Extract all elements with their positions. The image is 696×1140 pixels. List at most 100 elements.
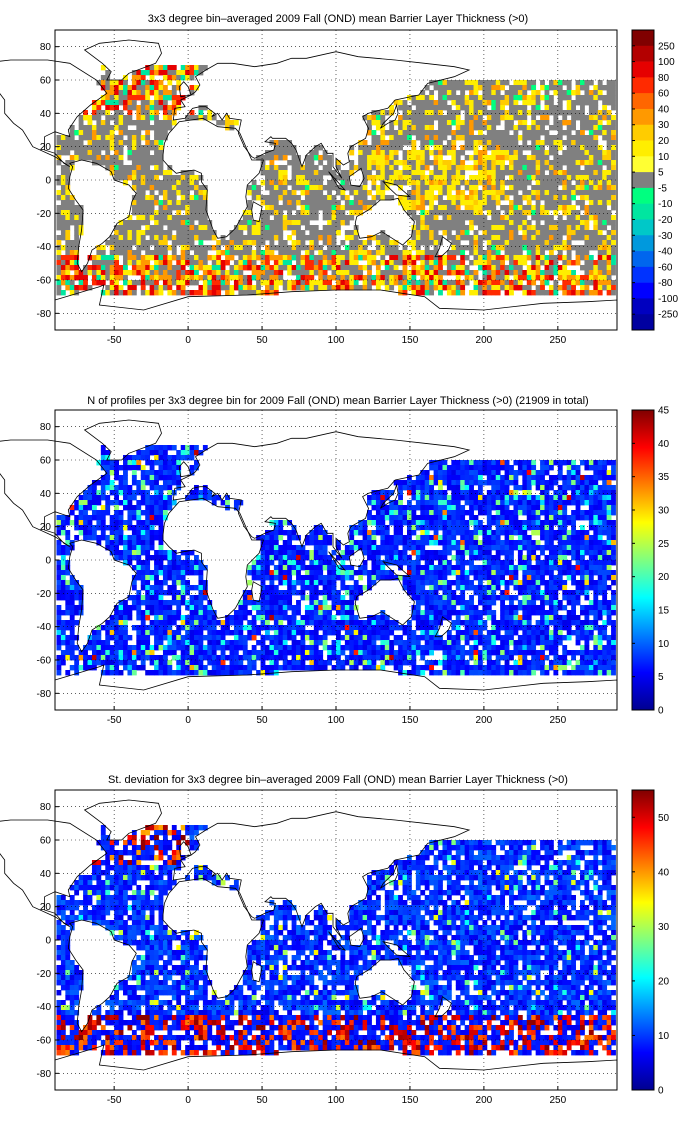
- data-cell: [105, 290, 111, 296]
- data-cell: [477, 220, 483, 226]
- data-cell: [455, 280, 461, 286]
- data-cell: [105, 485, 111, 491]
- data-cell: [154, 505, 159, 511]
- data-cell: [406, 505, 412, 511]
- data-cell: [140, 535, 146, 541]
- data-cell: [278, 210, 284, 216]
- data-cell: [433, 285, 439, 291]
- data-cell: [513, 185, 519, 191]
- data-cell: [580, 190, 585, 196]
- data-cell: [526, 165, 532, 171]
- data-cell: [584, 500, 590, 506]
- data-cell: [571, 475, 576, 481]
- data-cell: [158, 455, 164, 461]
- data-cell: [597, 240, 603, 246]
- data-cell: [540, 95, 545, 101]
- data-cell: [100, 125, 106, 131]
- data-cell: [420, 155, 426, 161]
- data-cell: [522, 270, 528, 276]
- data-cell: [304, 195, 310, 201]
- data-cell: [118, 155, 124, 161]
- data-cell: [606, 180, 612, 186]
- data-cell: [380, 260, 386, 266]
- data-cell: [482, 195, 488, 201]
- data-cell: [211, 255, 217, 261]
- data-cell: [56, 290, 62, 296]
- data-cell: [526, 80, 532, 86]
- data-cell: [429, 510, 435, 516]
- data-cell: [287, 140, 293, 146]
- data-cell: [56, 255, 62, 261]
- data-cell: [566, 500, 572, 506]
- data-cell: [531, 130, 537, 136]
- data-cell: [517, 95, 523, 101]
- data-cell: [411, 270, 417, 276]
- data-cell: [269, 175, 275, 181]
- data-cell: [109, 490, 115, 496]
- data-cell: [167, 210, 173, 216]
- data-cell: [269, 230, 275, 236]
- colorbar-segment: [632, 156, 654, 173]
- data-cell: [105, 260, 111, 266]
- data-cell: [131, 95, 137, 101]
- data-cell: [415, 185, 421, 191]
- data-cell: [575, 465, 581, 471]
- data-cell: [406, 275, 412, 281]
- data-cell: [340, 210, 346, 216]
- data-cell: [131, 220, 137, 226]
- data-cell: [194, 210, 199, 216]
- data-cell: [207, 235, 213, 241]
- data-cell: [429, 480, 435, 486]
- data-cell: [367, 115, 372, 121]
- data-cell: [114, 90, 119, 96]
- data-cell: [60, 150, 66, 156]
- data-cell: [526, 490, 532, 496]
- data-cell: [309, 240, 315, 246]
- data-cell: [318, 160, 324, 166]
- data-cell: [464, 100, 470, 106]
- data-cell: [233, 225, 239, 231]
- data-cell: [344, 285, 350, 291]
- data-cell: [464, 480, 470, 486]
- data-cell: [131, 250, 137, 256]
- data-cell: [593, 245, 599, 251]
- data-cell: [202, 205, 208, 211]
- data-cell: [309, 275, 315, 281]
- data-cell: [469, 485, 474, 491]
- data-cell: [140, 160, 146, 166]
- data-cell: [575, 90, 581, 96]
- data-cell: [504, 495, 510, 501]
- data-cell: [260, 220, 266, 226]
- data-cell: [562, 530, 568, 536]
- data-cell: [145, 100, 151, 106]
- data-cell: [207, 285, 213, 291]
- data-cell: [87, 530, 93, 536]
- data-cell: [424, 145, 430, 151]
- data-cell: [91, 115, 97, 121]
- data-cell: [78, 225, 84, 231]
- data-cell: [402, 510, 408, 516]
- data-cell: [469, 275, 474, 281]
- data-cell: [56, 280, 62, 286]
- data-cell: [83, 155, 88, 161]
- data-cell: [438, 95, 443, 101]
- data-cell: [389, 490, 395, 496]
- data-cell: [154, 490, 159, 496]
- data-cell: [158, 100, 164, 106]
- data-cell: [309, 205, 315, 211]
- data-cell: [482, 225, 488, 231]
- data-cell: [580, 185, 585, 191]
- data-cell: [273, 145, 279, 151]
- data-cell: [114, 150, 119, 156]
- data-cell: [229, 230, 235, 236]
- data-cell: [154, 180, 159, 186]
- data-cell: [65, 260, 71, 266]
- data-cell: [509, 200, 514, 206]
- data-cell: [247, 285, 253, 291]
- data-cell: [158, 135, 164, 141]
- data-cell: [265, 155, 270, 161]
- data-cell: [473, 220, 479, 226]
- data-cell: [265, 230, 270, 236]
- data-cell: [442, 135, 448, 141]
- data-cell: [398, 250, 403, 256]
